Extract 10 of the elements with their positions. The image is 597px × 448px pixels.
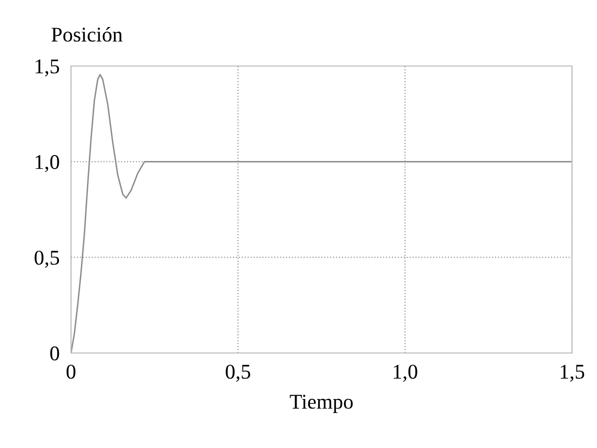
x-tick-label: 1,5 [560,364,584,382]
y-tick-label: 0,5 [34,250,60,268]
x-tick-label: 0,5 [226,364,250,382]
x-tick-label: 1,0 [394,364,418,382]
y-tick-label: 1,5 [36,59,60,76]
y-tick-label: 0 [50,346,60,360]
x-tick-label: 0 [66,364,76,379]
y-axis-title: Posición [52,26,122,42]
x-axis-title: Tiempo [290,394,353,414]
y-tick-label: 1,0 [36,155,60,172]
